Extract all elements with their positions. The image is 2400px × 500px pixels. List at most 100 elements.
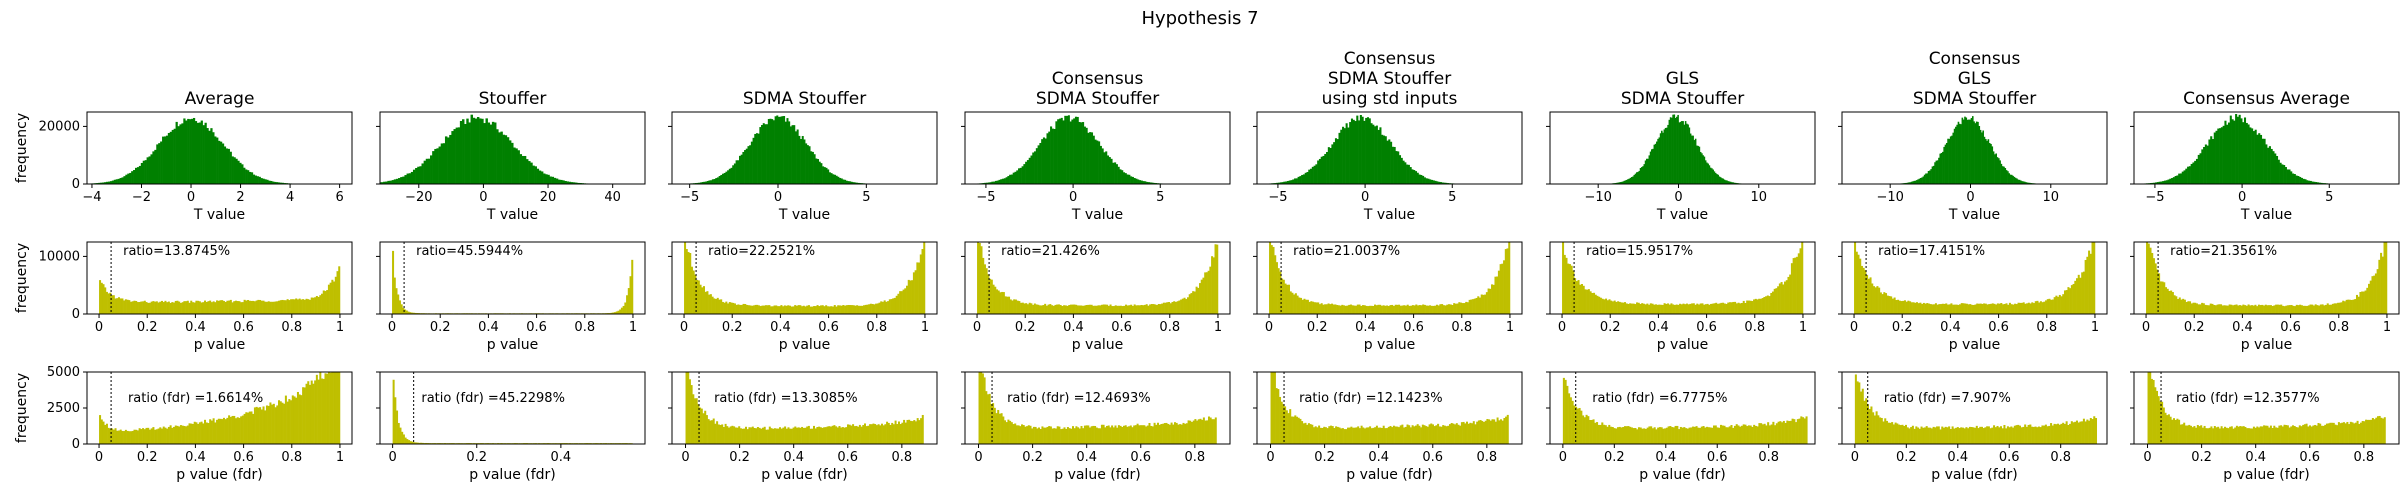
histogram-bar bbox=[2229, 115, 2232, 184]
axes-frame bbox=[86, 241, 353, 315]
histogram-bar bbox=[1089, 427, 1092, 444]
histogram-bar bbox=[772, 428, 775, 444]
histogram-bar bbox=[440, 143, 444, 184]
histogram-bar bbox=[387, 180, 390, 184]
histogram-bar bbox=[2325, 304, 2328, 314]
histogram-bar bbox=[1707, 163, 1709, 184]
histogram-bar bbox=[825, 305, 828, 314]
histogram-bar bbox=[231, 156, 234, 184]
histogram-bar bbox=[1653, 144, 1656, 184]
histogram-bar bbox=[1366, 117, 1370, 184]
histogram-bar bbox=[1426, 426, 1429, 444]
histogram-bar bbox=[847, 304, 850, 314]
histogram-bar bbox=[848, 424, 851, 444]
histogram-bar bbox=[1352, 119, 1355, 184]
y-tick-label: 5000 bbox=[47, 365, 80, 380]
histogram-bar bbox=[2371, 417, 2374, 444]
histogram-bar bbox=[259, 299, 262, 314]
histogram-bar bbox=[1936, 426, 1939, 444]
histogram-bar bbox=[1962, 303, 1965, 314]
histogram-bar bbox=[2045, 300, 2048, 314]
histogram-bar bbox=[923, 242, 926, 314]
histogram-bar bbox=[1973, 121, 1975, 184]
histogram-bar bbox=[807, 425, 810, 444]
histogram-bar bbox=[2201, 302, 2204, 314]
histogram-bar bbox=[1680, 304, 1683, 314]
histogram-bar bbox=[404, 175, 407, 184]
histogram-bar bbox=[1448, 424, 1451, 444]
histogram-bar bbox=[2070, 421, 2073, 444]
histogram-bar bbox=[1180, 424, 1183, 444]
histogram-bar bbox=[271, 301, 274, 314]
histogram-bar bbox=[1730, 425, 1733, 444]
histogram-bar bbox=[980, 372, 983, 444]
histogram-bar bbox=[1074, 116, 1078, 184]
histogram-bar bbox=[684, 242, 687, 314]
histogram-bar bbox=[402, 434, 405, 444]
histogram-bar bbox=[1418, 305, 1421, 314]
histogram-bar bbox=[485, 118, 488, 184]
histogram-bar bbox=[160, 300, 164, 314]
histogram-bar bbox=[1484, 420, 1487, 444]
histogram-bar bbox=[1916, 180, 1918, 184]
histogram-bar bbox=[1200, 279, 1203, 314]
histogram-bar bbox=[2274, 427, 2277, 444]
histogram-bar bbox=[2308, 425, 2311, 444]
histogram-bar bbox=[1652, 148, 1654, 184]
histogram-bar bbox=[1624, 180, 1627, 184]
histogram-bar bbox=[308, 299, 312, 314]
histogram-bar bbox=[113, 179, 116, 184]
histogram-bar bbox=[506, 137, 510, 184]
histogram-bar bbox=[2197, 304, 2200, 314]
histogram-bar bbox=[1620, 427, 1623, 444]
histogram-bar bbox=[398, 300, 401, 314]
histogram-bar bbox=[1589, 291, 1592, 314]
histogram-bar bbox=[334, 372, 337, 444]
histogram-bar bbox=[1209, 266, 1212, 314]
histogram-bar bbox=[1687, 124, 1689, 184]
histogram-bar bbox=[1146, 425, 1149, 444]
histogram-bar bbox=[1270, 245, 1273, 314]
histogram-bar bbox=[1711, 303, 1714, 314]
histogram-bar bbox=[1152, 304, 1155, 314]
histogram-bar bbox=[2328, 304, 2331, 314]
histogram-bar bbox=[2319, 304, 2322, 314]
histogram-bar bbox=[1933, 304, 1936, 314]
histogram-bar bbox=[1326, 428, 1329, 444]
histogram-bar bbox=[2341, 422, 2344, 444]
histogram-bar bbox=[806, 305, 809, 314]
histogram-bar bbox=[1573, 405, 1576, 444]
histogram-bar bbox=[1066, 115, 1069, 184]
histogram-bar bbox=[1564, 379, 1567, 444]
histogram-bar bbox=[393, 277, 396, 314]
histogram-bar bbox=[1651, 428, 1654, 444]
panel-t_value-3: SDMA Stouffer−5 0 5T value bbox=[668, 89, 938, 223]
histogram-bar bbox=[1286, 284, 1289, 314]
histogram-bar bbox=[752, 137, 755, 184]
histogram-bar bbox=[1742, 424, 1745, 444]
histogram-bar bbox=[2290, 304, 2293, 314]
histogram-bar bbox=[1873, 415, 1876, 444]
histogram-bar bbox=[2266, 305, 2269, 314]
histogram-bar bbox=[2175, 296, 2178, 314]
histogram-bar bbox=[2041, 302, 2044, 314]
histogram-bar bbox=[1974, 427, 1977, 444]
histogram-bar bbox=[1969, 304, 1972, 314]
histogram-bar bbox=[268, 180, 271, 184]
histogram-bar bbox=[517, 150, 520, 184]
histogram-bar bbox=[314, 380, 317, 444]
histogram-bar bbox=[1877, 415, 1880, 444]
histogram-bar bbox=[392, 379, 395, 444]
histogram-bar bbox=[2285, 305, 2288, 314]
histogram-bar bbox=[619, 309, 622, 314]
histogram-bar bbox=[410, 312, 413, 314]
histogram-bar bbox=[498, 132, 501, 184]
histogram-bar bbox=[1898, 300, 1901, 314]
histogram-bar bbox=[1481, 420, 1484, 444]
histogram-bar bbox=[2306, 305, 2309, 314]
y-tick-label: 10000 bbox=[39, 249, 80, 264]
histogram-bar bbox=[212, 132, 215, 184]
histogram-bar bbox=[1868, 409, 1871, 444]
x-axis-label: p value bbox=[779, 337, 831, 353]
histogram-bar bbox=[1473, 298, 1476, 314]
